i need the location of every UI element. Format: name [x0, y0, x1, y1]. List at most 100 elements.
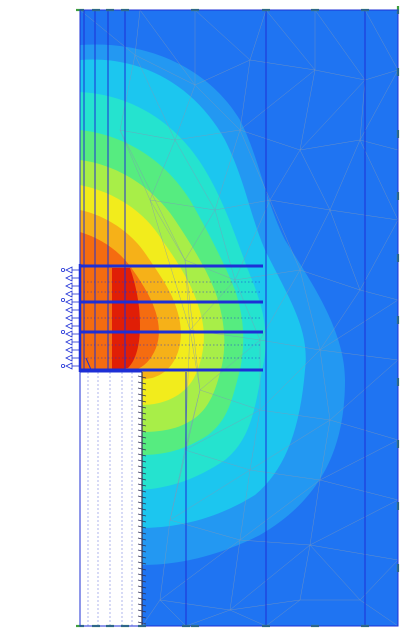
wall-hatch — [137, 519, 147, 523]
support-pin — [61, 363, 66, 368]
mesh-edge — [259, 349, 321, 411]
mesh-edge — [359, 139, 399, 221]
contour-band-9 — [112, 268, 140, 370]
mesh-edge — [265, 9, 316, 71]
wall-hatch — [137, 543, 147, 547]
mesh-edge — [169, 389, 201, 521]
mesh-edge — [199, 339, 261, 391]
mesh-edge — [319, 349, 399, 361]
mesh-edge — [329, 209, 399, 221]
mesh-edge — [299, 79, 366, 151]
mesh-edge — [159, 519, 171, 601]
mesh-edge — [169, 469, 251, 521]
mesh-edge — [269, 149, 301, 201]
wall-hatch — [137, 387, 147, 391]
wall-hatch — [137, 459, 147, 463]
mesh-edge — [134, 54, 176, 141]
wall-hatch — [137, 429, 147, 433]
mesh-edge — [239, 129, 271, 201]
wall-hatch — [137, 603, 147, 607]
mesh-edge — [319, 439, 399, 481]
mesh-edge — [174, 139, 216, 211]
mesh-edge — [139, 9, 196, 86]
mesh-edge — [184, 209, 216, 261]
mesh-edge — [259, 409, 331, 421]
mesh-edge — [199, 389, 261, 411]
wall-hatch — [137, 453, 147, 457]
mesh-edge — [234, 269, 301, 281]
wall-hatch — [137, 423, 147, 427]
mesh-edge — [119, 129, 186, 261]
wall-hatch — [137, 471, 147, 475]
mesh-edge — [259, 339, 321, 351]
mesh-edge — [119, 129, 176, 141]
support-markers — [61, 266, 80, 370]
wall-hatch — [137, 597, 147, 601]
support-pin — [61, 297, 66, 302]
wall-hatch — [137, 417, 147, 421]
mesh-edge — [309, 499, 399, 546]
wall-hatch — [137, 555, 147, 559]
excavation-guide-lines — [80, 371, 142, 626]
mesh-edge — [359, 79, 366, 141]
wall-hatch — [137, 375, 147, 379]
mesh-edge — [189, 279, 236, 331]
mesh-edge — [265, 599, 301, 627]
mesh-edge — [249, 419, 331, 471]
wall-hatch — [137, 579, 147, 583]
mesh-edge — [149, 199, 186, 261]
mesh-edge — [184, 259, 191, 331]
mesh-edge — [159, 599, 187, 627]
support-pin — [61, 329, 66, 334]
mesh-edge — [359, 599, 399, 627]
mesh-edge — [174, 84, 196, 141]
support-triangle — [65, 298, 73, 306]
mesh-edge — [239, 539, 311, 546]
mesh-edge — [329, 139, 361, 211]
mesh-edge — [229, 609, 267, 627]
mesh-edge — [359, 219, 399, 291]
mesh-edge — [149, 199, 216, 211]
wall-hatch — [137, 621, 147, 625]
vertical-structure-lines — [83, 10, 366, 626]
wall-hatch — [137, 561, 147, 565]
wall-hatch — [137, 591, 147, 595]
mesh-edge — [194, 59, 251, 86]
mesh-edge — [184, 449, 251, 471]
mesh-edge — [239, 479, 321, 541]
mesh-edge — [174, 129, 241, 141]
mesh-edge — [189, 329, 201, 391]
mesh-edge — [134, 9, 141, 56]
mesh-edge — [249, 469, 321, 481]
wall-hatch — [137, 537, 147, 541]
mesh-edge — [249, 59, 316, 71]
mesh-edge — [169, 519, 241, 541]
mesh-edge — [214, 209, 236, 281]
mesh-edge — [214, 199, 271, 211]
mesh-edge — [299, 544, 311, 601]
support-triangle — [65, 330, 73, 338]
mesh-edge — [319, 349, 331, 421]
mesh-edge — [185, 609, 231, 627]
wall-hatch — [137, 399, 147, 403]
wall-hatch — [137, 483, 147, 487]
mesh-edge — [319, 479, 399, 501]
retaining-wall — [137, 372, 147, 626]
domain-border — [79, 9, 399, 627]
wall-hatch — [137, 441, 147, 445]
mesh-edge — [239, 129, 301, 151]
support-triangle — [65, 322, 73, 330]
support-triangle — [65, 362, 73, 370]
mesh-edge — [299, 269, 321, 351]
mesh-edge — [249, 409, 261, 471]
wall-hatch — [137, 393, 147, 397]
mesh-edge — [299, 149, 331, 211]
mesh-edge — [239, 69, 316, 131]
support-triangle — [65, 306, 73, 314]
mesh-edge — [299, 209, 331, 271]
mesh-edge — [299, 139, 361, 151]
wall-hatch — [137, 465, 147, 469]
wall-hatch — [137, 405, 147, 409]
support-triangle — [65, 346, 73, 354]
